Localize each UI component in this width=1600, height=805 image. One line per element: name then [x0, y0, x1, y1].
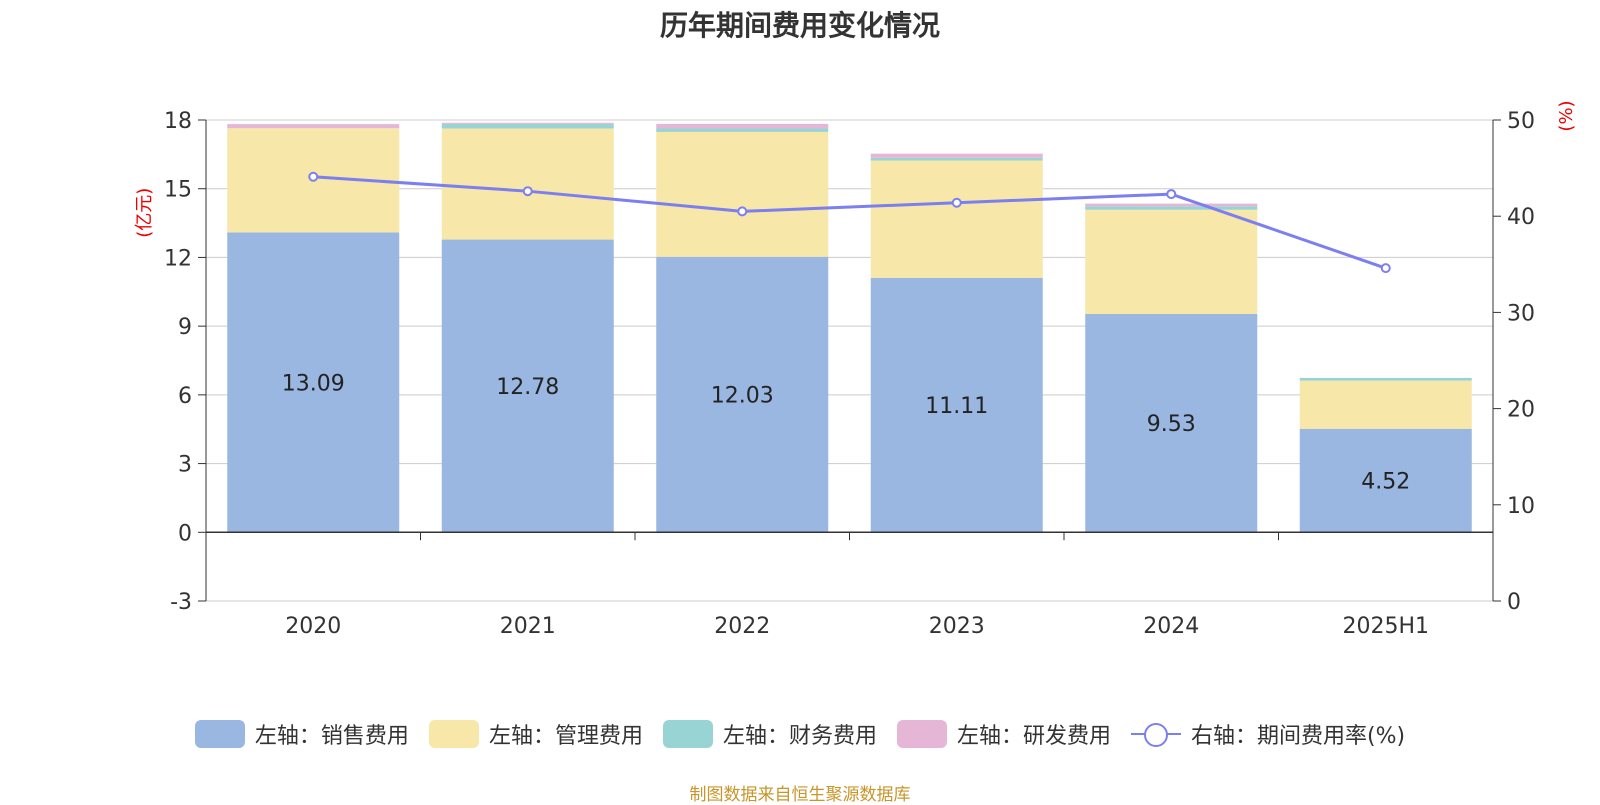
bar-segment: [1299, 377, 1472, 381]
bar-data-label: 12.03: [711, 384, 774, 409]
bar-data-label: 13.09: [282, 371, 345, 396]
bar-segment: [656, 131, 829, 257]
legend-label: 左轴：管理费用: [488, 724, 643, 749]
legend-label: 左轴：销售费用: [254, 724, 409, 749]
line-series-point: [737, 206, 748, 217]
bar-segment: [441, 239, 614, 533]
right-axis-tick-label: 30: [1507, 301, 1535, 326]
line-series-point: [1166, 189, 1177, 200]
bar-data-label: 12.78: [496, 375, 559, 400]
chart-legend: 左轴：销售费用 左轴：管理费用 左轴：财务费用 左轴：研发费用 右轴：期间费用率(%): [0, 718, 1600, 750]
legend-item[interactable]: 左轴：销售费用: [194, 718, 409, 750]
bar-data-label: 11.11: [925, 394, 988, 419]
right-axis-tick-label: 50: [1507, 109, 1535, 134]
category-label: 2025H1: [1342, 614, 1429, 639]
bar-segment: [870, 160, 1043, 278]
left-axis-tick-label: 0: [178, 521, 192, 546]
legend-item[interactable]: 左轴：财务费用: [662, 718, 877, 750]
legend-swatch: [194, 720, 245, 748]
bar-segment: [441, 128, 614, 240]
left-axis-tick-label: 3: [178, 453, 192, 478]
left-axis-tick-label: -3: [170, 590, 192, 615]
legend-label: 左轴：研发费用: [956, 724, 1111, 749]
bar-segment: [1085, 209, 1258, 315]
legend-swatch: [428, 720, 479, 748]
left-axis-tick-label: 12: [164, 246, 192, 271]
bar-segment: [1085, 314, 1258, 533]
bar-segment: [1299, 428, 1472, 533]
left-axis-tick-label: 6: [178, 384, 192, 409]
category-label: 2023: [929, 614, 985, 639]
legend-line-marker-icon: [1130, 720, 1181, 748]
line-series-point: [308, 171, 319, 182]
bar-segment: [1085, 206, 1258, 210]
right-axis-tick-label: 10: [1507, 494, 1535, 519]
legend-swatch: [896, 720, 947, 748]
legend-swatch: [662, 720, 713, 748]
bar-data-label: 9.53: [1147, 412, 1196, 437]
legend-label: 左轴：财务费用: [722, 724, 877, 749]
bar-segment: [1299, 380, 1472, 429]
legend-item[interactable]: 左轴：管理费用: [428, 718, 643, 750]
line-series-point: [1380, 263, 1391, 274]
category-label: 2022: [714, 614, 770, 639]
legend-item[interactable]: 右轴：期间费用率(%): [1130, 718, 1406, 750]
legend-item[interactable]: 左轴：研发费用: [896, 718, 1111, 750]
bar-data-label: 4.52: [1361, 470, 1410, 495]
bar-segment: [656, 123, 829, 129]
source-note: 制图数据来自恒生聚源数据库: [689, 785, 911, 805]
right-axis-tick-label: 0: [1507, 590, 1521, 615]
category-label: 2020: [285, 614, 341, 639]
category-label: 2021: [500, 614, 556, 639]
line-series-point: [522, 186, 533, 197]
bar-segment: [1085, 203, 1258, 207]
bar-segment: [441, 122, 614, 124]
left-axis-tick-label: 15: [164, 178, 192, 203]
right-axis-tick-label: 20: [1507, 398, 1535, 423]
right-axis-tick-label: 40: [1507, 205, 1535, 230]
bar-segment: [870, 157, 1043, 161]
bar-segment: [227, 124, 400, 129]
category-label: 2024: [1143, 614, 1199, 639]
chart-title: 历年期间费用变化情况: [659, 9, 940, 42]
line-series-path: [313, 175, 1387, 270]
bar-segment: [227, 232, 400, 533]
right-axis-unit: (%): [1556, 100, 1577, 131]
legend-label: 右轴：期间费用率(%): [1190, 724, 1406, 749]
line-series-point: [951, 197, 962, 208]
bar-segment: [656, 128, 829, 132]
bar-segment: [656, 256, 829, 533]
left-axis-tick-label: 18: [164, 109, 192, 134]
bar-segment: [870, 153, 1043, 158]
bar-segment: [870, 277, 1043, 533]
left-axis-unit: (亿元): [134, 188, 155, 238]
bar-segment: [441, 123, 614, 129]
left-axis-tick-label: 9: [178, 315, 192, 340]
